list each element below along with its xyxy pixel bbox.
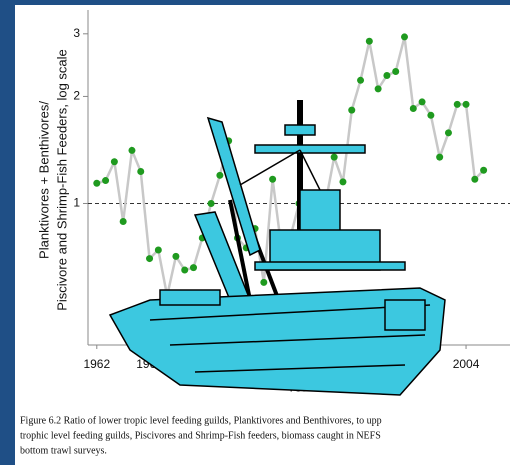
data-point — [137, 168, 145, 176]
data-point — [383, 72, 391, 80]
caption: bottom trawl surveys. — [20, 445, 107, 456]
data-point — [480, 166, 488, 174]
data-point — [436, 153, 444, 161]
data-point — [409, 104, 417, 112]
data-point — [216, 171, 224, 179]
data-point — [453, 100, 461, 108]
x-tick-label: 1962 — [83, 357, 110, 371]
data-point — [471, 175, 479, 183]
data-point — [146, 255, 154, 263]
data-point — [365, 37, 373, 45]
y-tick-label: 2 — [73, 89, 80, 103]
data-point — [110, 158, 118, 166]
data-point — [401, 33, 408, 41]
panel — [15, 5, 510, 465]
y-axis-label: Planktivores + Benthivores/ — [36, 101, 51, 259]
y-tick-label: 1 — [73, 196, 80, 210]
data-point — [427, 111, 435, 119]
data-point — [102, 177, 110, 185]
data-point — [348, 106, 356, 114]
data-point — [374, 85, 382, 93]
data-point — [462, 100, 470, 108]
data-point — [181, 266, 189, 274]
data-point — [357, 76, 365, 84]
data-point — [172, 252, 180, 260]
data-point — [128, 146, 136, 154]
data-point — [392, 68, 400, 76]
data-point — [207, 199, 215, 207]
boat-illustration — [108, 100, 446, 396]
y-tick-label: 3 — [73, 26, 80, 40]
data-point — [154, 246, 162, 254]
data-point — [269, 175, 277, 183]
y-axis-label: Piscivore and Shrimp-Fish Feeders, log s… — [54, 49, 69, 311]
data-point — [190, 264, 197, 272]
data-point — [444, 129, 452, 137]
data-point — [260, 278, 268, 286]
caption: Figure 6.2 Ratio of lower tropic level f… — [20, 415, 382, 426]
data-point — [339, 178, 347, 186]
caption: trophic level feeding guilds, Piscivores… — [20, 430, 381, 441]
data-point — [93, 179, 101, 187]
data-point — [330, 153, 338, 161]
data-point — [418, 98, 426, 106]
data-point — [119, 217, 127, 225]
x-tick-label: 2004 — [453, 357, 480, 371]
